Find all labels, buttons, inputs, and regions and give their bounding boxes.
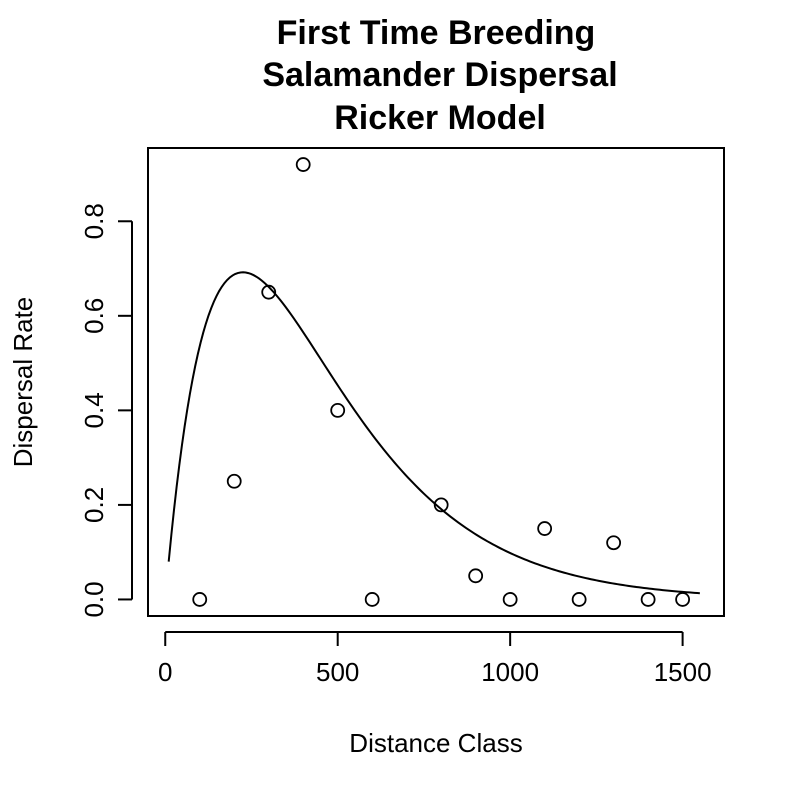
chart-title: First Time Breeding Salamander Dispersal… <box>262 14 617 137</box>
data-point <box>226 473 242 489</box>
x-tick-label: 1500 <box>654 657 712 687</box>
title-line-3: Ricker Model <box>334 99 546 137</box>
y-tick-label: 0.6 <box>79 298 109 334</box>
data-point <box>640 592 656 607</box>
data-point <box>502 592 518 607</box>
y-axis: 0.0 0.2 0.4 0.6 0.8 <box>79 203 133 618</box>
data-point <box>261 284 277 300</box>
x-axis: 0 500 1000 1500 <box>158 631 712 687</box>
x-tick-label: 500 <box>316 657 359 687</box>
data-point <box>571 592 587 607</box>
data-point <box>468 568 484 584</box>
plot-frame <box>147 147 725 617</box>
title-line-2: Salamander Dispersal <box>262 56 617 94</box>
y-tick-label: 0.4 <box>79 392 109 428</box>
data-point <box>433 497 449 513</box>
x-axis-label: Distance Class <box>349 728 522 758</box>
data-point <box>295 157 311 172</box>
observed-points <box>192 157 691 607</box>
y-tick-label: 0.8 <box>79 203 109 239</box>
y-tick-label: 0.0 <box>79 581 109 617</box>
y-axis-label: Dispersal Rate <box>8 297 38 468</box>
x-tick-label: 0 <box>158 657 172 687</box>
data-point <box>606 535 622 551</box>
data-point <box>537 521 553 536</box>
data-point <box>675 592 691 607</box>
x-tick-label: 1000 <box>481 657 539 687</box>
data-point <box>192 592 208 607</box>
data-point <box>364 592 380 607</box>
title-line-1: First Time Breeding <box>277 14 596 52</box>
y-tick-label: 0.2 <box>79 487 109 523</box>
data-point <box>330 402 346 418</box>
